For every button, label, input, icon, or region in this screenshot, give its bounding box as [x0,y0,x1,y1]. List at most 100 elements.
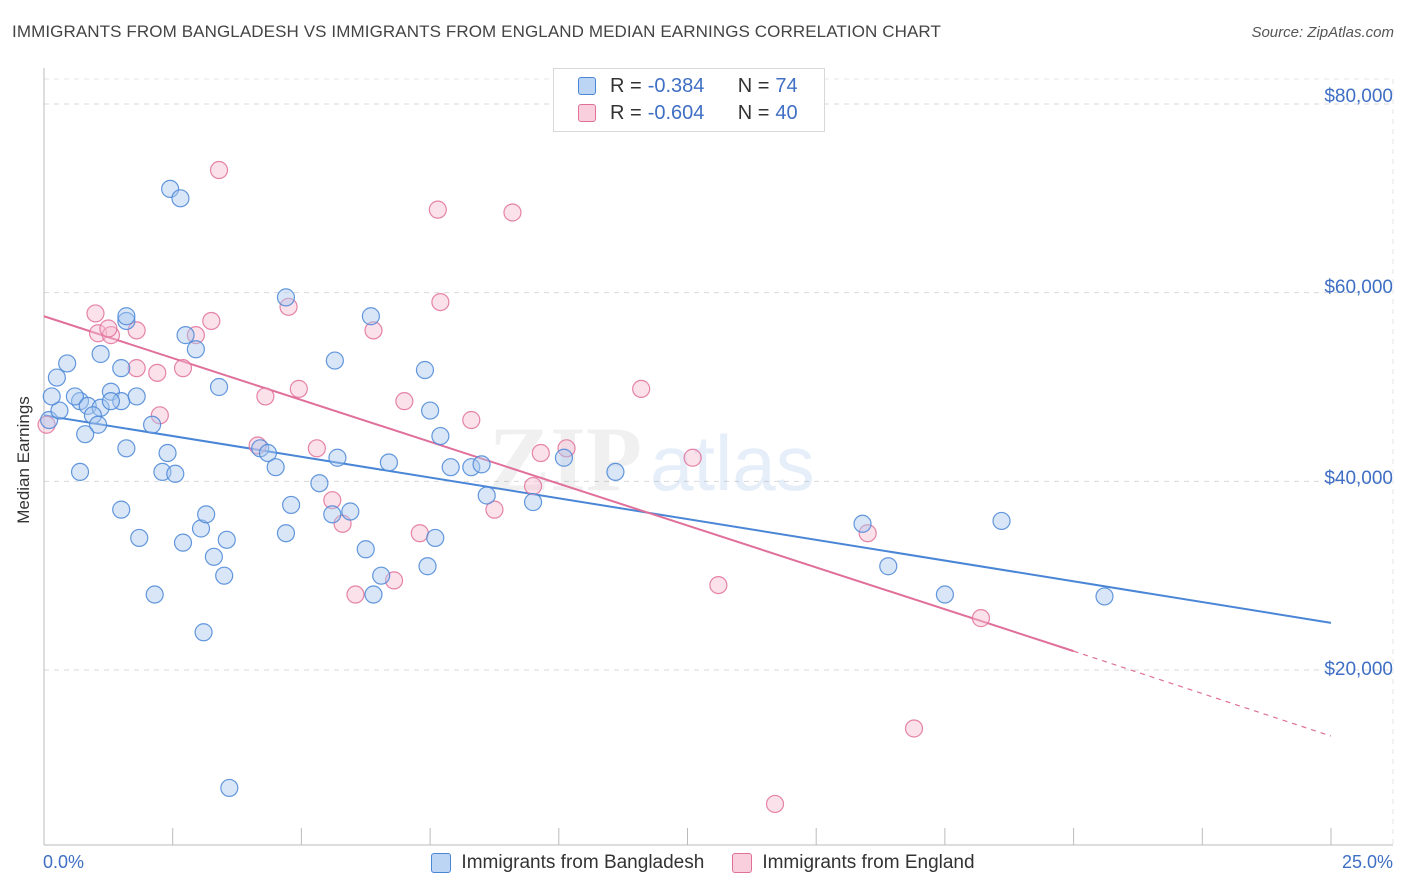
england-swatch-icon [578,104,596,122]
data-point-england [150,406,169,425]
bangladesh-legend-swatch-icon [431,853,452,873]
data-point-bangladesh [328,448,347,467]
x-tick-label-min: 0.0% [43,852,85,872]
data-point-bangladesh [276,524,296,543]
data-point-bangladesh [215,566,234,585]
data-point-bangladesh [209,377,229,397]
data-point-bangladesh [194,623,213,642]
data-point-bangladesh [145,585,164,604]
data-point-bangladesh [992,511,1011,531]
data-point-bangladesh [91,344,110,364]
data-point-bangladesh [426,528,445,548]
x-tick-label-max: 25.0% [1341,852,1393,872]
data-point-bangladesh [310,474,329,493]
data-point-england [248,436,267,455]
data-point-bangladesh [415,360,435,380]
y-tick-label-20000: $20,000 [1324,659,1393,680]
data-point-england [503,203,522,222]
data-point-england [289,379,308,398]
data-point-bangladesh [217,530,236,549]
data-point-bangladesh [176,326,195,345]
watermark: ZIP atlas [489,408,815,510]
data-point-bangladesh [462,458,481,477]
data-point-england [462,410,481,430]
england-legend-swatch-icon [732,853,753,873]
data-point-bangladesh [372,566,391,585]
trend-lines [43,315,1332,737]
data-point-bangladesh [70,462,90,481]
data-point-bangladesh [88,415,108,434]
data-point-bangladesh [282,495,301,515]
data-point-bangladesh [197,505,216,524]
chart-title: IMMIGRANTS FROM BANGLADESH VS IMMIGRANTS… [12,22,941,41]
data-point-england [765,794,785,814]
data-point-bangladesh [166,464,185,483]
trend-line-bangladesh [43,414,1332,624]
watermark-atlas: atlas [650,419,815,507]
data-point-england [148,363,167,382]
data-point-bangladesh [606,462,625,481]
data-point-bangladesh [191,519,211,538]
r-value: -0.604 [647,101,705,124]
data-point-bangladesh [379,453,399,472]
data-point-bangladesh [186,340,205,359]
y-tick-label-80000: $80,000 [1324,86,1393,107]
data-point-england [86,304,105,323]
data-point-bangladesh [76,425,95,444]
legend-item-england[interactable]: Immigrants from England [732,852,975,874]
data-point-england [202,311,221,331]
legend-label-england: Immigrants from England [762,852,975,873]
source-label: Source: ZipAtlas.com [1251,24,1394,41]
data-point-bangladesh [171,189,190,208]
data-point-bangladesh [204,547,223,566]
data-point-england [256,387,275,406]
data-point-england [307,439,326,458]
data-point-bangladesh [361,307,380,326]
data-point-bangladesh [258,443,278,463]
data-point-bangladesh [1095,587,1114,606]
data-point-bangladesh [42,387,61,406]
legend-item-bangladesh[interactable]: Immigrants from Bangladesh [431,852,704,874]
data-point-bangladesh [477,486,496,505]
n-label: N = [737,74,770,97]
data-point-england [531,443,550,463]
trend-line-england [43,315,1074,653]
data-point-bangladesh [323,505,342,524]
data-point-bangladesh [441,458,460,477]
data-point-bangladesh [341,502,360,521]
data-point-bangladesh [325,351,344,370]
data-point-bangladesh [853,514,872,533]
y-tick-label-60000: $60,000 [1324,277,1393,298]
data-point-england [346,585,365,604]
data-point-bangladesh [50,401,69,420]
data-point-bangladesh [472,455,491,474]
data-point-bangladesh [431,426,450,446]
data-point-bangladesh [127,387,146,406]
data-point-bangladesh [65,387,84,406]
data-point-bangladesh [418,557,437,576]
legend: Immigrants from Bangladesh Immigrants fr… [0,852,1406,874]
data-point-bangladesh [364,585,383,604]
bangladesh-swatch-icon [578,77,596,95]
data-point-bangladesh [158,443,177,463]
data-point-england [99,319,118,338]
data-point-bangladesh [879,557,898,576]
data-point-england [709,575,728,595]
data-points [37,160,1114,814]
data-point-bangladesh [266,458,285,477]
data-point-bangladesh [117,439,136,458]
data-point-bangladesh [83,406,103,425]
stats-row-bangladesh: R = -0.384 N = 74 [554,73,798,99]
data-point-england [323,491,342,510]
data-point-england [485,500,504,519]
legend-label-bangladesh: Immigrants from Bangladesh [461,852,705,873]
data-point-bangladesh [112,359,131,378]
data-point-bangladesh [935,585,955,604]
stats-row-england: R = -0.604 N = 40 [554,100,798,126]
data-point-england [971,609,991,628]
y-tick-label-40000: $40,000 [1324,468,1393,489]
data-point-bangladesh [173,533,193,552]
data-point-bangladesh [356,540,375,559]
data-point-bangladesh [523,492,543,512]
